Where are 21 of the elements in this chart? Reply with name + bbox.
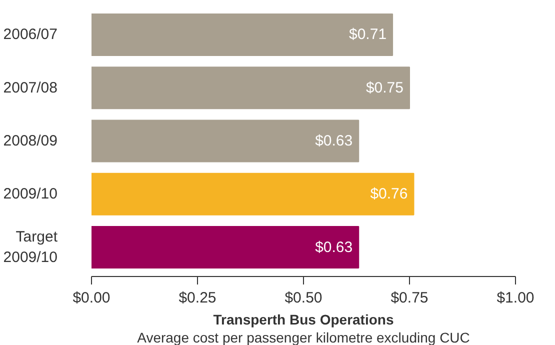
x-tick-label: $0.50 <box>284 290 322 306</box>
bar <box>92 14 394 56</box>
bar <box>92 226 360 268</box>
x-tick-label: $0.25 <box>178 290 216 306</box>
bar <box>92 120 360 162</box>
bar <box>92 172 414 216</box>
x-tick-label: $0.75 <box>390 290 428 306</box>
data-label: $0.71 <box>349 26 387 44</box>
x-axis-title: Transperth Bus Operations <box>213 312 394 328</box>
bar <box>92 66 410 110</box>
data-label: $0.63 <box>315 238 353 256</box>
data-label: $0.63 <box>315 132 353 150</box>
y-tick-label: 2008/09 <box>3 132 58 150</box>
y-tick-label: Target 2009/10 <box>3 228 58 266</box>
y-tick-label: 2007/08 <box>3 79 58 96</box>
y-tick-label: 2006/07 <box>3 26 58 44</box>
y-tick-label: 2009/10 <box>3 186 58 203</box>
data-label: $0.75 <box>366 79 404 96</box>
x-tick-label: $1.00 <box>496 290 534 306</box>
x-tick-label: $0.00 <box>72 290 110 306</box>
data-label: $0.76 <box>370 186 408 203</box>
